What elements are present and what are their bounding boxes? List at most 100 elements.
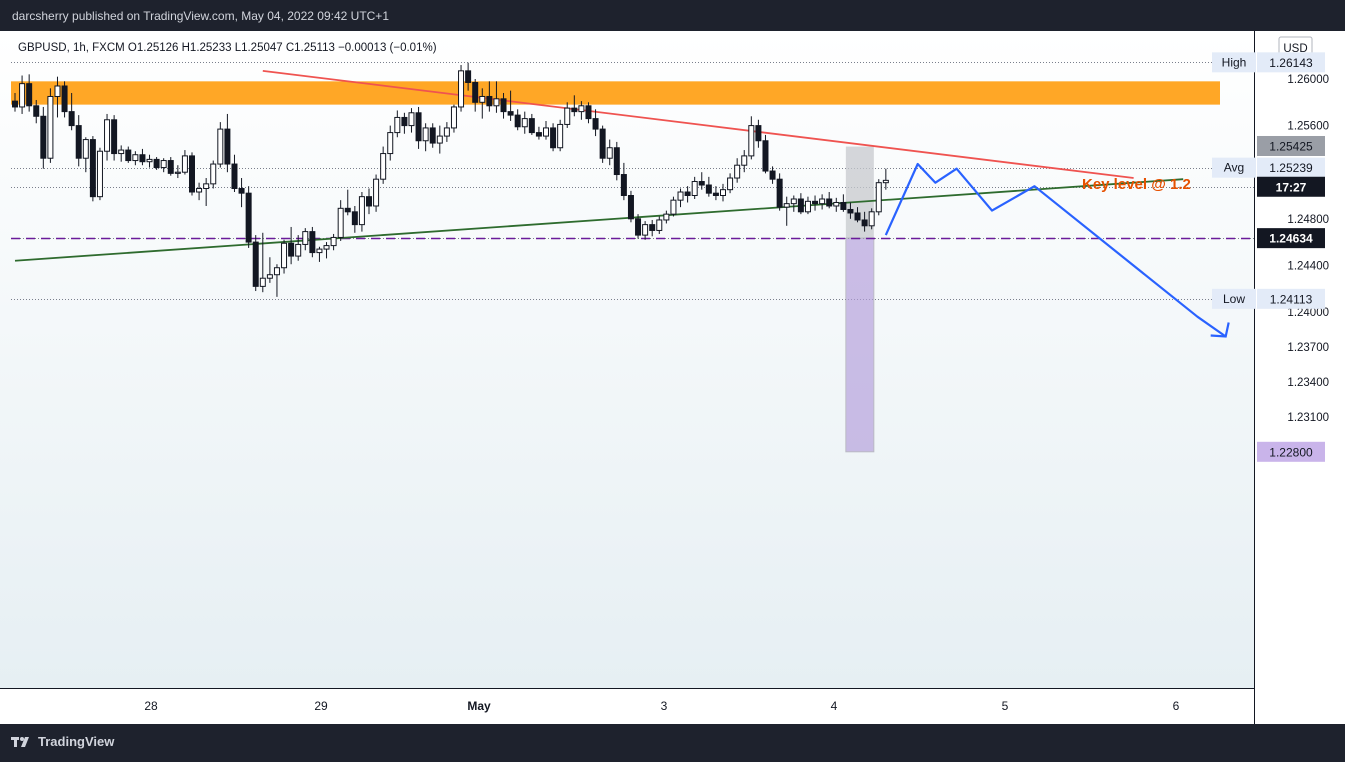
candle[interactable] (96, 147, 103, 201)
candle[interactable] (727, 173, 734, 194)
candle[interactable] (741, 150, 748, 173)
candle[interactable] (535, 126, 542, 140)
candle[interactable] (493, 81, 500, 113)
candle[interactable] (776, 173, 783, 211)
candle[interactable] (422, 123, 429, 152)
candle[interactable] (316, 246, 323, 262)
candle[interactable] (436, 125, 443, 154)
candle[interactable] (387, 125, 394, 161)
candle[interactable] (705, 176, 712, 197)
candle[interactable] (521, 111, 528, 134)
resistance-trendline[interactable] (262, 69, 1134, 179)
candle[interactable] (344, 189, 351, 216)
candle[interactable] (139, 148, 146, 166)
projection-path[interactable] (884, 162, 1227, 338)
candle[interactable] (245, 186, 252, 248)
candle[interactable] (68, 92, 75, 131)
candle[interactable] (790, 195, 797, 212)
candle[interactable] (252, 235, 259, 292)
candle[interactable] (132, 151, 139, 166)
candle[interactable] (259, 232, 266, 293)
candle[interactable] (330, 233, 337, 251)
candle[interactable] (366, 188, 372, 215)
candle[interactable] (181, 150, 188, 175)
candle[interactable] (33, 99, 40, 124)
candle[interactable] (443, 122, 450, 142)
candle[interactable] (620, 162, 627, 201)
candle[interactable] (847, 202, 854, 219)
candle[interactable] (104, 113, 111, 161)
time-axis[interactable] (0, 689, 1254, 724)
candle[interactable] (840, 194, 847, 212)
candle[interactable] (118, 145, 125, 162)
candle[interactable] (189, 152, 195, 196)
candle[interactable] (458, 65, 465, 112)
candle[interactable] (167, 157, 174, 176)
candle[interactable] (854, 207, 861, 223)
candle[interactable] (295, 235, 302, 261)
candle[interactable] (755, 119, 762, 148)
candle[interactable] (266, 257, 273, 283)
candle[interactable] (281, 239, 288, 274)
candle[interactable] (125, 146, 132, 163)
candle[interactable] (762, 134, 769, 174)
support-trendline[interactable] (14, 178, 1184, 262)
candle[interactable] (649, 219, 656, 237)
candle[interactable] (61, 81, 68, 118)
candle[interactable] (528, 113, 535, 135)
candle[interactable] (557, 119, 564, 152)
candle[interactable] (875, 179, 882, 216)
candle[interactable] (656, 216, 663, 234)
candle[interactable] (585, 102, 592, 124)
candle[interactable] (351, 205, 358, 233)
candle[interactable] (861, 211, 868, 232)
candle[interactable] (606, 139, 613, 166)
candle[interactable] (571, 95, 578, 117)
candle[interactable] (273, 264, 280, 297)
candle[interactable] (627, 190, 634, 223)
candle[interactable] (698, 172, 705, 190)
candle[interactable] (734, 158, 741, 183)
candle[interactable] (712, 186, 719, 201)
candle[interactable] (804, 196, 811, 215)
plot-area[interactable]: Key level @ 1.2 (11, 62, 1254, 453)
candle[interactable] (302, 228, 309, 251)
candle[interactable] (174, 165, 181, 179)
candle[interactable] (507, 90, 514, 121)
price-chart[interactable]: Key level @ 1.2 GBPUSD, 1h, FXCM O1.25126… (0, 31, 1345, 724)
candle[interactable] (663, 210, 670, 224)
candle[interactable] (323, 242, 330, 259)
candle[interactable] (670, 196, 677, 217)
candle[interactable] (465, 62, 472, 91)
candle[interactable] (288, 226, 295, 265)
candle[interactable] (26, 74, 33, 112)
candle[interactable] (748, 116, 755, 160)
candle[interactable] (75, 115, 82, 167)
candle[interactable] (429, 123, 436, 148)
candle[interactable] (578, 101, 585, 120)
candle[interactable] (677, 188, 684, 208)
candle[interactable] (812, 195, 819, 211)
candle[interactable] (358, 192, 365, 232)
candle[interactable] (691, 176, 698, 199)
candle[interactable] (19, 75, 26, 114)
candle[interactable] (54, 76, 61, 118)
candle[interactable] (217, 122, 224, 168)
candle[interactable] (514, 109, 521, 131)
candle[interactable] (592, 109, 599, 137)
candle[interactable] (210, 160, 217, 189)
candle[interactable] (550, 123, 557, 152)
candle[interactable] (642, 221, 649, 240)
candle[interactable] (868, 208, 875, 230)
candle[interactable] (238, 178, 245, 208)
candle[interactable] (40, 106, 47, 169)
candle[interactable] (408, 108, 415, 133)
candle[interactable] (309, 226, 316, 258)
candle[interactable] (231, 154, 238, 193)
candle[interactable] (89, 136, 96, 202)
candle[interactable] (380, 146, 387, 184)
candle[interactable] (337, 200, 344, 241)
candle[interactable] (564, 102, 571, 128)
candle[interactable] (401, 112, 408, 134)
candle[interactable] (196, 182, 203, 201)
